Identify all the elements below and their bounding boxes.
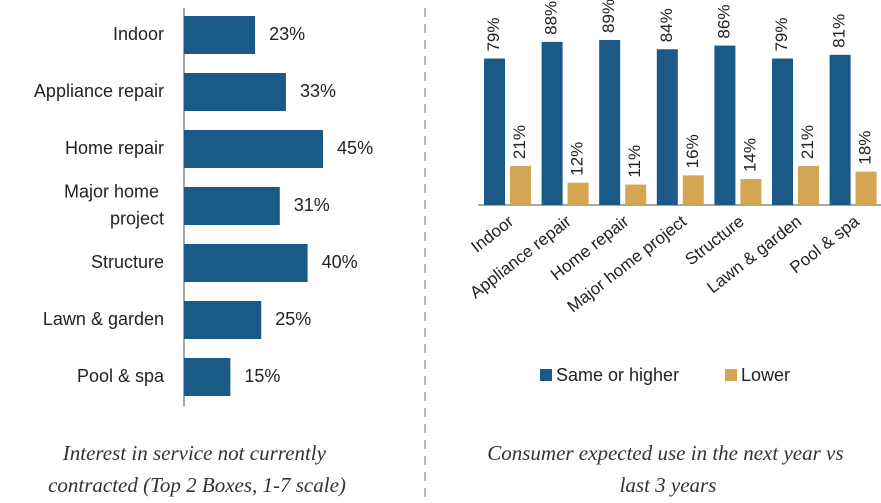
category-label: Indoor <box>468 212 518 257</box>
bar <box>656 49 678 205</box>
value-label: 45% <box>337 138 373 158</box>
value-label: 15% <box>244 366 280 386</box>
value-label: 11% <box>625 145 644 178</box>
caption: Consumer expected use in the next year v… <box>487 441 849 497</box>
bar <box>184 358 231 396</box>
bar <box>510 166 531 205</box>
caption: Interest in service not currently contra… <box>48 441 346 497</box>
value-label: 14% <box>740 138 759 172</box>
value-label: 79% <box>484 18 503 52</box>
value-label: 21% <box>510 125 529 159</box>
value-label: 25% <box>275 309 311 329</box>
category-label: Appliance repair <box>34 81 164 101</box>
bar <box>714 45 736 205</box>
bar <box>184 187 280 225</box>
value-label: 33% <box>300 81 336 101</box>
bar <box>184 130 324 168</box>
value-label: 16% <box>683 134 702 168</box>
value-label: 79% <box>772 18 791 52</box>
value-label: 89% <box>599 0 618 33</box>
value-label: 86% <box>714 5 733 39</box>
category-label: Appliance repair <box>466 212 575 303</box>
legend-swatch <box>725 369 737 381</box>
value-label: 23% <box>269 24 305 44</box>
legend-swatch <box>540 369 552 381</box>
bar <box>740 179 762 205</box>
category-label: Indoor <box>113 24 164 44</box>
bar <box>567 182 589 205</box>
category-label: Home repair <box>65 138 164 158</box>
bar <box>541 41 563 206</box>
bar <box>184 244 308 282</box>
value-label: 21% <box>798 125 817 159</box>
value-label: 81% <box>830 14 849 48</box>
value-label: 18% <box>856 131 875 165</box>
bar <box>829 54 851 205</box>
bar <box>625 184 647 205</box>
category-label: Major home project <box>64 181 164 228</box>
value-label: 12% <box>568 142 587 176</box>
value-label: 84% <box>657 8 676 42</box>
value-label: 88% <box>542 1 561 35</box>
legend-label: Lower <box>741 365 790 385</box>
bar <box>599 39 621 205</box>
legend-label: Same or higher <box>556 365 679 385</box>
bar <box>184 301 262 339</box>
bar <box>184 73 286 111</box>
value-label: 40% <box>322 252 358 272</box>
bar <box>798 166 819 205</box>
bar <box>184 16 256 54</box>
bar <box>772 58 793 206</box>
bar <box>484 58 505 206</box>
bar <box>682 175 704 205</box>
category-label: Lawn & garden <box>43 309 164 329</box>
value-label: 31% <box>294 195 330 215</box>
category-label: Pool & spa <box>77 366 165 386</box>
category-label: Structure <box>91 252 164 272</box>
bar <box>855 171 877 205</box>
